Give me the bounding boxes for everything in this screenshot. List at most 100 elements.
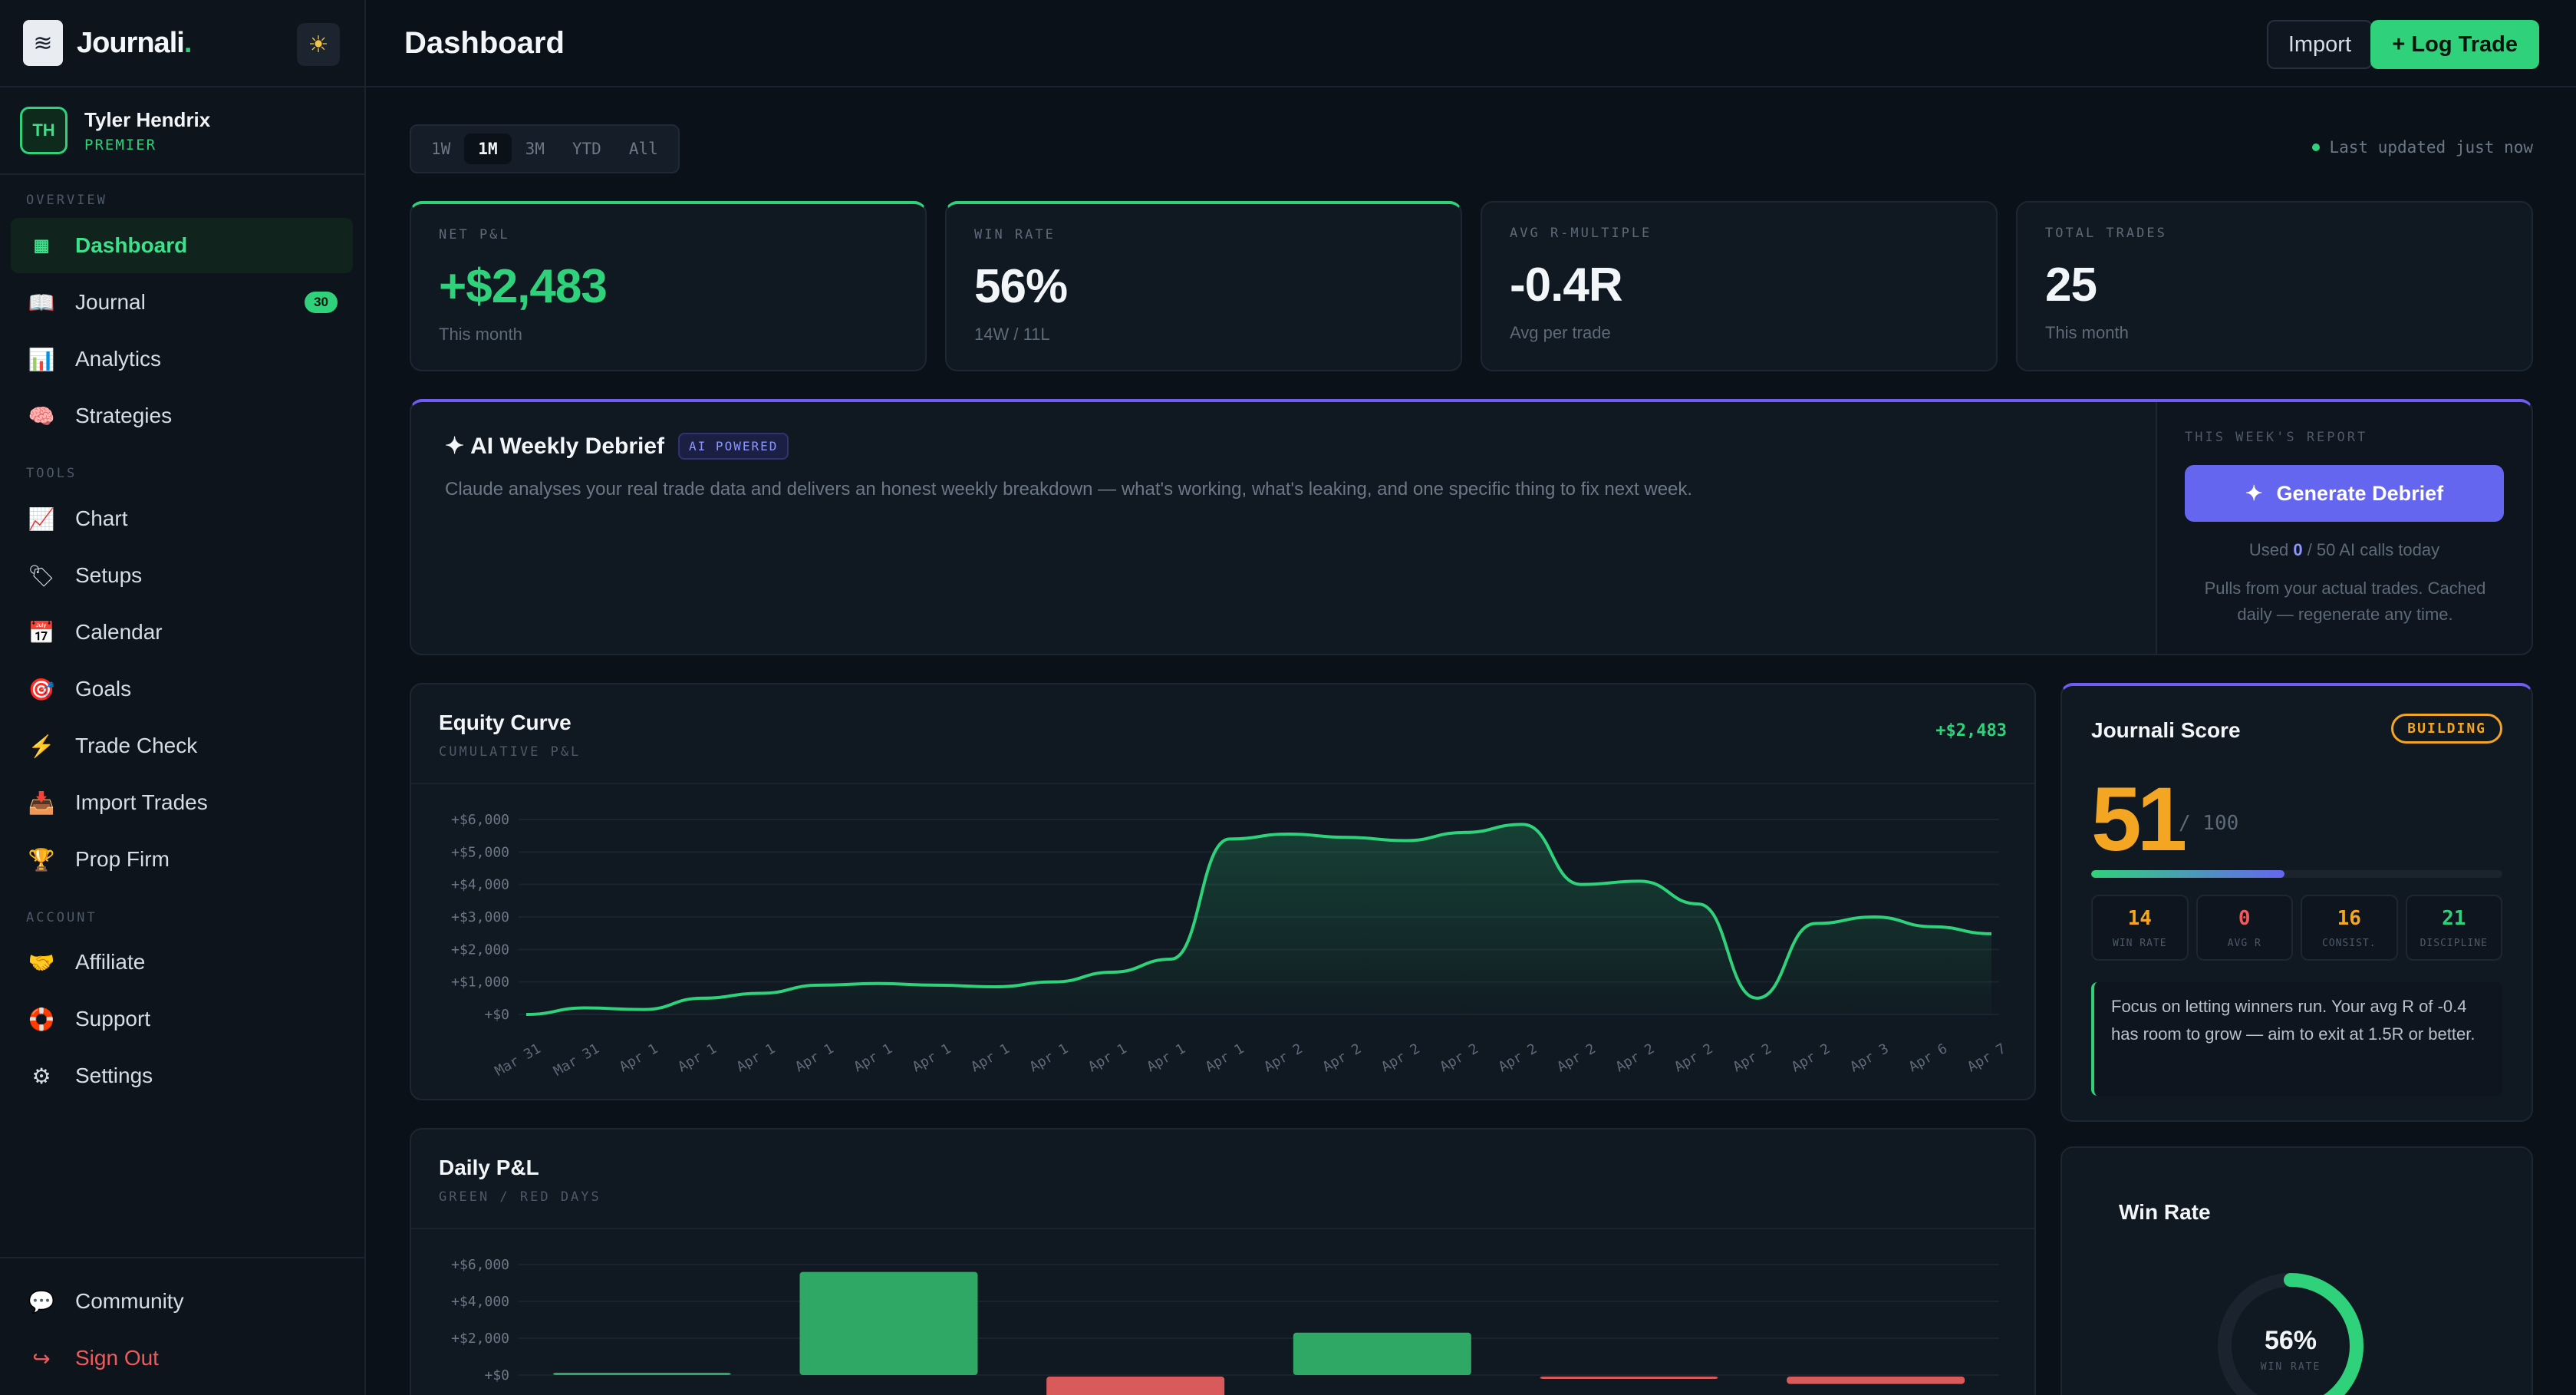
- sidebar: ≋ Journali. ☀ TH Tyler Hendrix PREMIER O…: [0, 0, 366, 1395]
- sidebar-item-setups[interactable]: 🏷 Setups: [28, 563, 143, 588]
- y-tick-label: +$4,000: [451, 1294, 509, 1310]
- signout-icon: ↪: [32, 1346, 51, 1370]
- x-tick-label: Apr 2: [1320, 1040, 1364, 1075]
- sidebar-item-settings[interactable]: ⚙ Settings: [11, 1048, 353, 1103]
- score-max: / 100: [2179, 812, 2239, 835]
- user-card[interactable]: TH Tyler Hendrix PREMIER: [0, 87, 364, 175]
- range-1m[interactable]: 1M: [464, 134, 512, 164]
- sidebar-item-journal[interactable]: 📖 Journal 30: [11, 275, 353, 330]
- x-tick-label: Apr 1: [851, 1040, 894, 1075]
- subscore-label: AVG R: [2227, 938, 2261, 949]
- sidebar-item-affiliate[interactable]: 🤝 Affiliate: [28, 950, 146, 975]
- sidebar-item-prop-firm[interactable]: 🏆 Prop Firm: [28, 847, 170, 872]
- daily-title: Daily P&L: [439, 1156, 539, 1179]
- sidebar-item-strategies[interactable]: 🧠 Strategies: [28, 404, 173, 428]
- win-rate-label: WIN RATE: [2260, 1361, 2321, 1373]
- inbox-icon: 📥: [28, 790, 55, 815]
- range-all[interactable]: All: [628, 140, 658, 158]
- x-tick-label: Apr 1: [617, 1040, 660, 1075]
- book-icon: 📖: [28, 290, 55, 315]
- bar-chart-icon: 📊: [28, 347, 55, 371]
- sun-icon[interactable]: ☀: [297, 23, 340, 66]
- equity-area: [526, 824, 1991, 1014]
- green-day-bar: [552, 1373, 731, 1375]
- win-rate-value: 56%: [2264, 1326, 2317, 1355]
- week-report-label: THIS WEEK'S REPORT: [2185, 430, 2368, 445]
- lightning-icon: ⚡: [28, 734, 55, 758]
- logo-icon[interactable]: ≋: [23, 20, 63, 66]
- section-overview: OVERVIEW: [26, 193, 107, 208]
- subscore-value: 16: [2337, 907, 2361, 930]
- green-day-bar: [1293, 1332, 1471, 1375]
- y-tick-label: +$2,000: [451, 942, 509, 958]
- stat-card-avg-r: AVG R-MULTIPLE -0.4R Avg per trade: [1481, 201, 1998, 371]
- stat-sub: 14W / 11L: [974, 325, 1050, 344]
- stat-value: -0.4R: [1510, 259, 1623, 312]
- debrief-description: Claude analyses your real trade data and…: [445, 479, 1693, 500]
- range-1w[interactable]: 1W: [431, 140, 451, 158]
- x-tick-label: Apr 2: [1613, 1040, 1657, 1075]
- sidebar-item-dashboard[interactable]: ▦ Dashboard: [11, 218, 353, 273]
- calendar-icon: 📅: [28, 620, 55, 645]
- import-button[interactable]: Import: [2266, 20, 2373, 69]
- sidebar-item-sign-out[interactable]: ↪ Sign Out: [11, 1331, 353, 1386]
- sidebar-item-trade-check[interactable]: ⚡ Trade Check: [28, 734, 198, 758]
- green-day-bar: [799, 1271, 978, 1375]
- trophy-icon: 🏆: [28, 847, 55, 872]
- y-tick-label: +$6,000: [451, 812, 509, 828]
- score-status-badge: BUILDING: [2391, 714, 2502, 744]
- stat-value: 56%: [974, 260, 1068, 313]
- generate-debrief-button[interactable]: ✦ Generate Debrief: [2185, 465, 2504, 522]
- subscore-label: CONSIST.: [2321, 938, 2377, 949]
- divider: [411, 1228, 2034, 1229]
- divider: [0, 1257, 364, 1258]
- topbar: Dashboard Import + Log Trade: [366, 0, 2576, 87]
- y-tick-label: +$1,000: [451, 975, 509, 991]
- journali-score-card: Journali Score BUILDING 51 / 100 14 WIN R…: [2060, 683, 2533, 1122]
- score-tip: Focus on letting winners run. Your avg R…: [2091, 982, 2502, 1096]
- log-trade-button[interactable]: + Log Trade: [2370, 20, 2539, 69]
- sidebar-item-chart[interactable]: 📈 Chart: [28, 506, 128, 531]
- status-dot: [2312, 143, 2321, 151]
- x-tick-label: Apr 1: [1203, 1040, 1247, 1075]
- debrief-side-panel: THIS WEEK'S REPORT ✦ Generate Debrief Use…: [2156, 402, 2532, 654]
- y-tick-label: +$3,000: [451, 909, 509, 925]
- subscore-consistency: 16 CONSIST.: [2301, 895, 2398, 961]
- x-tick-label: Apr 2: [1554, 1040, 1598, 1075]
- x-tick-label: Apr 1: [968, 1040, 1012, 1075]
- range-3m[interactable]: 3M: [525, 140, 545, 158]
- y-tick-label: +$5,000: [451, 844, 509, 860]
- sidebar-item-analytics[interactable]: 📊 Analytics: [28, 347, 162, 371]
- sidebar-item-import-trades[interactable]: 📥 Import Trades: [28, 790, 208, 815]
- gear-icon: ⚙: [31, 1064, 51, 1088]
- equity-title: Equity Curve: [439, 711, 572, 734]
- line-chart-icon: 📈: [28, 506, 55, 531]
- x-tick-label: Apr 6: [1906, 1040, 1950, 1075]
- stat-card-total-trades: TOTAL TRADES 25 This month: [2016, 201, 2533, 371]
- score-progress-bar: [2091, 870, 2502, 878]
- y-tick-label: +$6,000: [451, 1257, 509, 1273]
- ai-powered-badge: AI POWERED: [678, 433, 789, 460]
- red-day-bar: [1540, 1377, 1718, 1379]
- section-account: ACCOUNT: [26, 910, 97, 925]
- range-ytd[interactable]: YTD: [572, 140, 601, 158]
- stat-value: 25: [2045, 259, 2097, 312]
- last-updated: Last updated just now: [2312, 138, 2533, 157]
- sidebar-item-goals[interactable]: 🎯 Goals: [28, 677, 132, 701]
- sparkle-icon: ✦: [2245, 481, 2263, 505]
- y-tick-label: +$0: [484, 1007, 509, 1023]
- score-title: Journali Score: [2091, 718, 2241, 742]
- donut-arc: [2218, 1273, 2364, 1395]
- equity-total: +$2,483: [1935, 721, 2007, 740]
- range-selector: 1W 1M 3M YTD All: [410, 124, 680, 173]
- brand: ≋ Journali. ☀: [0, 0, 364, 87]
- x-tick-label: Apr 1: [1144, 1040, 1188, 1075]
- sidebar-item-support[interactable]: 🛟 Support: [28, 1007, 151, 1031]
- sidebar-item-calendar[interactable]: 📅 Calendar: [28, 620, 163, 645]
- x-tick-label: Mar 31: [551, 1040, 602, 1080]
- stat-sub: This month: [439, 325, 522, 344]
- x-tick-label: Apr 1: [792, 1040, 836, 1075]
- subscore-avg-r: 0 AVG R: [2196, 895, 2293, 961]
- divider: [411, 783, 2034, 784]
- sidebar-item-community[interactable]: 💬 Community: [28, 1289, 184, 1314]
